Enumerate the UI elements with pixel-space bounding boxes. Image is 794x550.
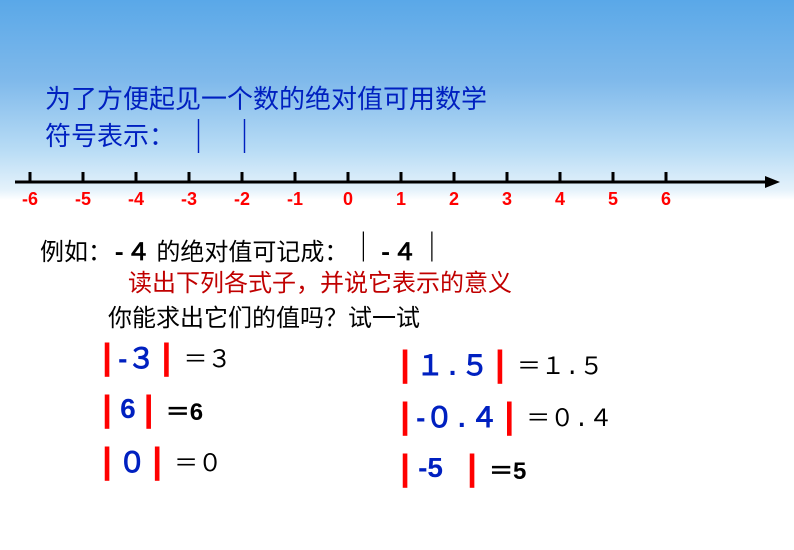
item-result: ＝３: [174, 339, 232, 375]
svg-text:-2: -2: [234, 189, 250, 209]
svg-text:6: 6: [661, 189, 671, 209]
bar-icon: |: [398, 343, 412, 385]
item-value: ０: [114, 441, 150, 481]
bar-icon: |: [159, 336, 173, 378]
svg-text:-6: -6: [22, 189, 38, 209]
abs-item-d: | １.５ | ＝１.５: [398, 343, 603, 385]
svg-text:-5: -5: [75, 189, 91, 209]
number-line: -6 -5 -4 -3 -2 -1 0 1 2 3 4 5 6: [10, 160, 784, 215]
abs-item-e: | -０.４ | ＝０.４: [398, 395, 613, 437]
intro-line1: 为了方便起见一个数的绝对值可用数学: [45, 85, 487, 114]
bar-icon: |: [502, 395, 516, 437]
item-result: ＝5: [479, 451, 526, 486]
svg-text:2: 2: [449, 189, 459, 209]
intro-line2: 符号表示：: [45, 122, 175, 151]
example-bar-r: ｜: [417, 223, 447, 267]
try-line: 你能求出它们的值吗？试一试: [108, 298, 420, 333]
bar-icon: |: [493, 343, 507, 385]
bar-icon: |: [100, 440, 114, 482]
svg-text:5: 5: [608, 189, 618, 209]
item-value: １.５: [412, 344, 493, 384]
svg-text:4: 4: [555, 189, 565, 209]
svg-text:-1: -1: [287, 189, 303, 209]
item-value: 6: [114, 393, 142, 425]
item-value: -０.４: [412, 396, 502, 436]
bar-icon: |: [398, 447, 412, 489]
bar-icon: |: [100, 388, 114, 430]
svg-text:-3: -3: [181, 189, 197, 209]
bar-icon: |: [142, 388, 156, 430]
abs-item-c: | ０ | ＝０: [100, 440, 222, 482]
bar-icon: |: [398, 395, 412, 437]
item-result: ＝０.４: [516, 398, 612, 434]
bar-icon: |: [449, 447, 479, 489]
svg-text:0: 0: [343, 189, 353, 209]
intro-text: 为了方便起见一个数的绝对值可用数学 符号表示： ｜｜: [45, 83, 487, 161]
abs-symbol: ｜｜: [182, 117, 274, 161]
item-result: ＝０: [164, 443, 222, 479]
item-result: ＝6: [156, 392, 203, 427]
abs-item-f: | -5 | ＝5: [398, 447, 526, 489]
svg-text:3: 3: [502, 189, 512, 209]
item-value: -３: [114, 337, 159, 377]
item-value: -5: [412, 452, 449, 484]
bar-icon: |: [100, 336, 114, 378]
abs-item-b: | 6 | ＝6: [100, 388, 203, 430]
abs-item-a: | -３ | ＝３: [100, 336, 232, 378]
svg-text:-4: -4: [128, 189, 144, 209]
example-bar-l: ｜: [348, 223, 378, 267]
example-prefix: 例如：: [40, 240, 112, 266]
item-result: ＝１.５: [507, 346, 603, 382]
read-line: 读出下列各式子，并说它表示的意义: [128, 263, 512, 298]
bar-icon: |: [150, 440, 164, 482]
svg-text:1: 1: [396, 189, 406, 209]
